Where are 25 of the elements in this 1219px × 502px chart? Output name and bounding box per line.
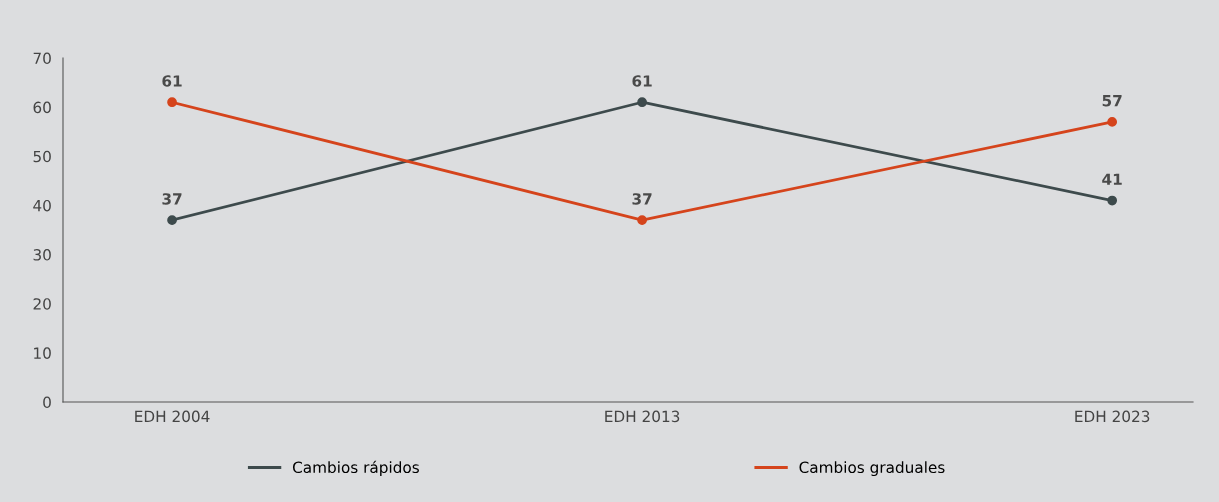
data-label: 37 <box>162 193 182 205</box>
point <box>167 97 177 108</box>
point <box>167 215 177 226</box>
y-tick-label: 60 <box>33 101 51 114</box>
y-tick-label: 10 <box>34 347 51 359</box>
y-tick-label: 20 <box>33 298 51 310</box>
point <box>1107 117 1118 127</box>
point <box>1107 195 1118 206</box>
legend-label: Cambios rápidos <box>292 460 419 477</box>
data-label: 61 <box>632 75 652 87</box>
y-tick-label: 30 <box>33 249 51 261</box>
point <box>637 97 647 108</box>
y-tick-label: 50 <box>33 150 51 163</box>
data-label: 57 <box>1102 95 1122 107</box>
data-label: 41 <box>1102 173 1122 185</box>
y-tick-label: 40 <box>33 199 51 212</box>
x-tick-label: EDH 2004 <box>135 410 210 423</box>
point <box>637 215 647 226</box>
y-tick-label: 0 <box>43 396 51 409</box>
legend-label: Cambios graduales <box>799 461 945 477</box>
x-tick-label: EDH 2023 <box>1075 410 1150 423</box>
y-tick-label: 70 <box>33 52 51 65</box>
data-label: 37 <box>632 193 652 205</box>
x-tick-label: EDH 2013 <box>605 410 680 423</box>
data-label: 61 <box>162 75 182 87</box>
